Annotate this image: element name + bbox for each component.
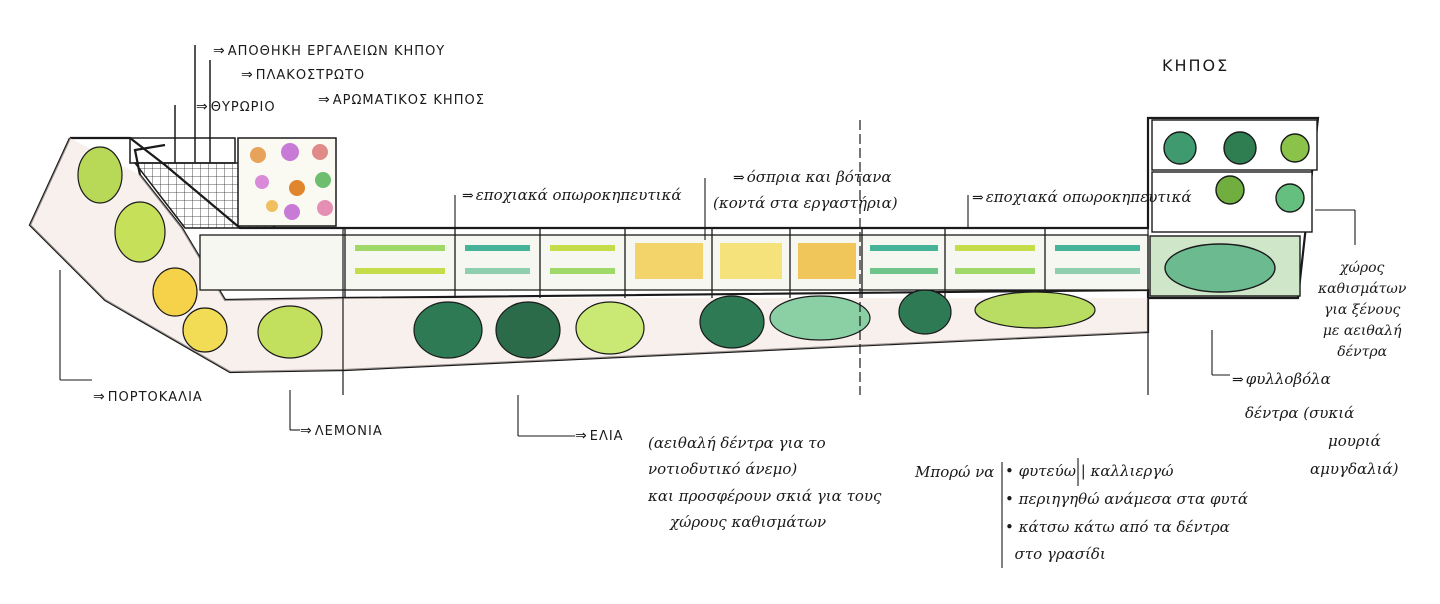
arrow-icon: ⇒ — [241, 67, 254, 83]
label-seasonal-veg-2: ⇒ εποχιακά οπωροκηπευτικά — [972, 188, 1192, 206]
label-legumes-note: (κοντά στα εργαστήρια) — [713, 194, 898, 212]
herb-garden-block — [237, 137, 337, 227]
seating-note: χώρος καθισμάτων για ξένους με αειθαλή δ… — [1318, 260, 1407, 360]
label-seasonal-veg-1: ⇒ εποχιακά οπωροκηπευτικά — [462, 186, 682, 204]
label-oranges: ⇒ ΠΟΡΤΟΚΑΛΙΑ — [93, 389, 203, 405]
arrow-icon: ⇒ — [462, 188, 474, 204]
trees-row — [77, 146, 1096, 359]
right-seating-block — [1149, 119, 1318, 297]
label-gate: ⇒ ΘΥΡΩΡΙΟ — [196, 99, 276, 115]
title-garden: ΚΗΠΟΣ — [1162, 56, 1230, 75]
label-deciduous-cont3: αμυγδαλιά) — [1310, 460, 1399, 478]
activities-intro: Μπορώ να — [915, 463, 995, 481]
label-tool-shed: ⇒ ΑΠΟΘΗΚΗ ΕΡΓΑΛΕΙΩΝ ΚΗΠΟΥ — [213, 43, 446, 59]
arrow-icon: ⇒ — [196, 99, 209, 115]
arrow-icon: ⇒ — [318, 92, 331, 108]
label-herb-garden: ⇒ ΑΡΩΜΑΤΙΚΟΣ ΚΗΠΟΣ — [318, 92, 485, 108]
label-legumes: ⇒ όσπρια και βότανα — [733, 168, 892, 186]
label-olives: ⇒ ΕΛΙΑ — [575, 428, 624, 444]
evergreen-note: (αειθαλή δέντρα για το νοτιοδυτικό άνεμο… — [648, 434, 882, 531]
label-paving: ⇒ ΠΛΑΚΟΣΤΡΩΤΟ — [241, 67, 366, 83]
activities-list: • φυτεύω | καλλιεργώ • περιηγηθώ ανάμεσα… — [1005, 462, 1248, 564]
arrow-icon: ⇒ — [1232, 372, 1244, 388]
arrow-icon: ⇒ — [93, 389, 106, 405]
arrow-icon: ⇒ — [575, 428, 588, 444]
label-deciduous-cont2: μουριά — [1328, 432, 1381, 450]
label-deciduous: ⇒ φυλλοβόλα — [1232, 370, 1331, 388]
arrow-icon: ⇒ — [300, 423, 313, 439]
arrow-icon: ⇒ — [972, 190, 984, 206]
label-deciduous-cont: δέντρα (συκιά — [1245, 404, 1355, 422]
arrow-icon: ⇒ — [733, 170, 745, 186]
label-lemons: ⇒ ΛΕΜΟΝΙΑ — [300, 423, 383, 439]
arrow-icon: ⇒ — [213, 43, 226, 59]
leader-lines — [59, 178, 1356, 568]
veg-rows — [355, 243, 1140, 279]
section-lines — [342, 118, 1149, 395]
